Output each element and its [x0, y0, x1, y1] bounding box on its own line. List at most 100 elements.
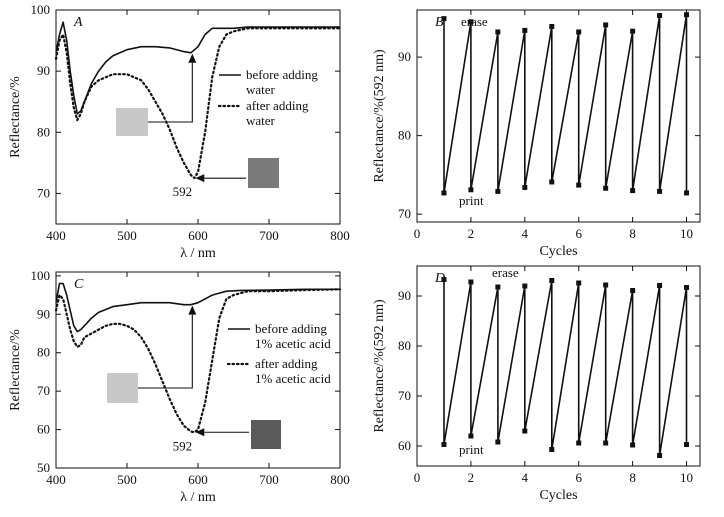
y-tick-label: 100: [31, 268, 51, 283]
print-point: [522, 428, 528, 434]
print-point: [684, 442, 690, 447]
erase-point: [576, 280, 582, 286]
annotation-592: 592: [173, 184, 193, 199]
legend-entry-line: water: [246, 113, 276, 128]
y-axis-label: Reflectance/%: [8, 329, 23, 411]
cycles-panel-d: 0 2 4 6 8 10 60 70 80 90 Cycles Reflectance/%(592 n…: [372, 265, 701, 503]
y-tick-label: 70: [37, 185, 50, 200]
erase-point: [495, 284, 501, 290]
spectrum-panel-a: 400 500 600 700 800 70 80 90 100 λ / nm Reflectanc…: [8, 2, 350, 261]
x-axis-label: Cycles: [539, 488, 577, 503]
legend-entry-line: after adding: [255, 356, 318, 371]
x-tick-label: 2: [468, 226, 475, 241]
erase-point: [603, 22, 609, 28]
x-tick-label: 0: [414, 470, 421, 485]
annotation-592: 592: [173, 438, 193, 453]
erase-point: [630, 288, 636, 293]
y-tick-label: 70: [398, 388, 411, 403]
color-swatch-light: [116, 108, 148, 136]
x-tick-label: 4: [522, 470, 529, 485]
x-tick-label: 4: [522, 226, 529, 241]
y-tick-label: 90: [37, 306, 50, 321]
erase-point: [549, 23, 555, 29]
annotation-erase: erase: [492, 265, 519, 280]
x-tick-label: 800: [330, 228, 350, 243]
y-tick-label: 70: [398, 206, 411, 221]
plot-frame: [416, 265, 701, 467]
legend-entry: before adding 1% acetic acid: [255, 321, 331, 351]
legend-entry-line: after adding: [246, 98, 309, 113]
color-swatch-dark: [251, 420, 281, 449]
legend-entry-line: water: [246, 82, 276, 97]
arrow-head: [195, 174, 205, 183]
x-tick-label: 8: [629, 470, 636, 485]
y-tick-label: 70: [37, 383, 50, 398]
legend-entry-line: before adding: [255, 321, 327, 336]
erase-point: [522, 27, 528, 33]
y-tick-label: 50: [37, 460, 50, 475]
color-swatch-light: [107, 373, 138, 403]
x-axis-label: λ / nm: [180, 490, 216, 505]
x-axis-label: λ / nm: [180, 246, 216, 261]
panel-letter: C: [74, 277, 84, 292]
arrow-head: [188, 53, 197, 63]
x-tick-label: 0: [414, 226, 421, 241]
x-tick-label: 400: [46, 472, 66, 487]
erase-point: [657, 283, 663, 288]
print-point: [468, 187, 474, 193]
arrow-line-up: [148, 62, 193, 123]
print-point: [684, 190, 690, 196]
x-tick-label: 2: [468, 470, 475, 485]
print-point: [576, 182, 582, 188]
panel-letter: D: [434, 271, 445, 286]
cycles-panel-b: 0 2 4 6 8 10 70 80 90 Cycles Reflectance/%(592 nm)…: [372, 9, 701, 259]
print-point: [657, 188, 663, 194]
y-tick-label: 90: [37, 63, 50, 78]
erase-point: [468, 19, 474, 25]
y-axis-label: Reflectance/%: [8, 76, 23, 158]
print-point: [495, 188, 501, 194]
print-point: [630, 188, 636, 194]
series-before-line: [55, 21, 340, 115]
erase-point: [495, 29, 501, 35]
legend-entry: after adding water: [246, 98, 309, 128]
erase-point: [549, 278, 555, 283]
print-point: [549, 179, 555, 185]
x-tick-label: 400: [46, 228, 66, 243]
y-axis-label: Reflectance/%(592 nm): [372, 49, 387, 183]
arrow-head: [188, 305, 197, 315]
x-tick-label: 6: [575, 470, 582, 485]
print-point: [441, 442, 447, 447]
y-axis-label: Reflectance/%(592 nm): [372, 299, 387, 433]
x-tick-label: 800: [330, 472, 350, 487]
x-tick-label: 600: [188, 228, 208, 243]
arrow-line-up: [138, 314, 193, 389]
print-point: [468, 433, 474, 439]
color-swatch-dark: [248, 158, 279, 188]
print-point: [549, 447, 555, 452]
print-point: [522, 184, 528, 190]
legend-entry-line: 1% acetic acid: [255, 336, 331, 351]
print-point: [657, 453, 663, 458]
y-tick-label: 60: [37, 422, 50, 437]
print-point: [603, 440, 609, 446]
legend-entry: after adding 1% acetic acid: [255, 356, 331, 386]
x-tick-label: 500: [117, 472, 137, 487]
annotation-print: print: [459, 193, 484, 208]
panel-letter: A: [73, 15, 83, 30]
plot-frame: [55, 9, 341, 225]
y-tick-label: 100: [31, 2, 51, 17]
series-before-line: [55, 282, 340, 333]
series-after-line: [54, 288, 342, 434]
print-point: [630, 442, 636, 448]
erase-point: [441, 277, 447, 282]
x-tick-label: 700: [259, 228, 279, 243]
x-axis-label: Cycles: [539, 244, 577, 259]
erase-point: [522, 283, 528, 289]
print-point: [576, 440, 582, 446]
legend-entry-line: before adding: [246, 67, 318, 82]
y-tick-label: 60: [398, 438, 411, 453]
x-tick-label: 6: [575, 226, 582, 241]
y-tick-label: 80: [398, 128, 411, 143]
cycle-line: [443, 279, 688, 457]
